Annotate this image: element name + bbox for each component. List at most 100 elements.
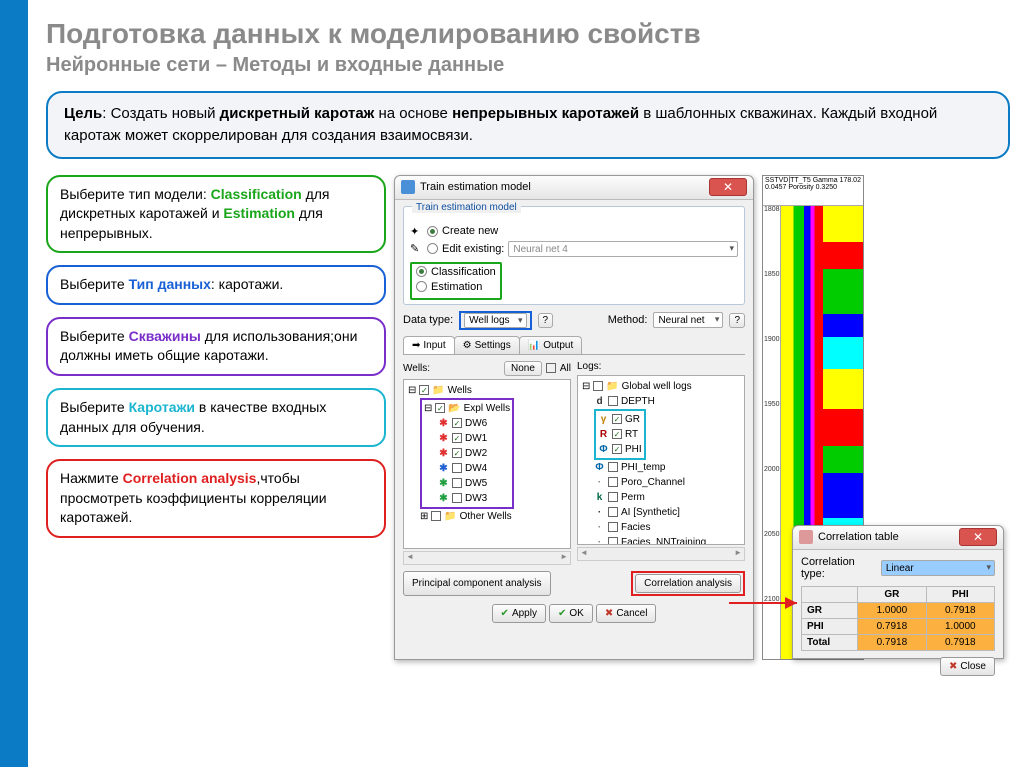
- radio-estimation[interactable]: [416, 281, 427, 292]
- fieldset-train: Train estimation model ✦ Create new ✎ Ed…: [403, 206, 745, 305]
- select-existing-model[interactable]: Neural net 4: [508, 241, 738, 257]
- btn-close[interactable]: ✖Close: [940, 657, 995, 676]
- radio-classification[interactable]: [416, 266, 427, 277]
- check-icon: ✔: [501, 608, 509, 619]
- kw-wells: Скважины: [129, 328, 201, 344]
- tree-root[interactable]: ⊟ 📁 Global well logs: [582, 379, 740, 394]
- chk-wells-all[interactable]: [546, 363, 556, 373]
- goal-label: Цель: [64, 105, 102, 122]
- titlebar[interactable]: Train estimation model ✕: [395, 176, 753, 200]
- kw-estimation: Estimation: [223, 205, 295, 221]
- star-icon: ✦: [410, 225, 423, 238]
- btn-apply[interactable]: ✔Apply: [492, 604, 546, 623]
- cross-icon: ✖: [605, 608, 613, 619]
- help-icon[interactable]: ?: [729, 313, 745, 328]
- fieldset-label: Train estimation model: [412, 202, 521, 213]
- select-corr-type[interactable]: Linear: [881, 560, 995, 576]
- tree-logs[interactable]: ⊟ 📁 Global well logsd DEPTHγ GRR RTΦ PHI…: [577, 375, 745, 545]
- goal-text: : Создать новый дискретный каротаж на ос…: [64, 105, 937, 144]
- tree-log[interactable]: R RT: [598, 427, 642, 442]
- select-data-type[interactable]: Well logs: [464, 313, 526, 328]
- radio-create-new[interactable]: [427, 226, 438, 237]
- tabs: ➡Input ⚙Settings 📊Output: [403, 336, 745, 355]
- label-logs: Logs:: [577, 361, 601, 372]
- titlebar[interactable]: Correlation table ✕: [793, 526, 1003, 550]
- tree-well[interactable]: ✱ DW5: [438, 476, 510, 491]
- label-edit-existing: Edit existing:: [442, 243, 504, 255]
- instruction-model-type: Выберите тип модели: Classification для …: [46, 175, 386, 254]
- instruction-wells: Выберите Скважины для использования;они …: [46, 317, 386, 376]
- row-create-new[interactable]: ✦ Create new: [410, 225, 738, 238]
- help-icon[interactable]: ?: [538, 313, 554, 328]
- txt: Выберите: [60, 399, 129, 415]
- tree-log[interactable]: Φ PHI_temp: [594, 460, 740, 475]
- tree-group[interactable]: ⊟ 📂 Expl Wells: [424, 401, 510, 416]
- tab-input[interactable]: ➡Input: [403, 336, 455, 354]
- scrollbar[interactable]: [577, 547, 745, 561]
- correlation-table: GRPHIGR1.00000.7918PHI0.79181.0000Total0…: [801, 586, 995, 651]
- txt: Нажмите: [60, 470, 123, 486]
- tree-well[interactable]: ✱ DW1: [438, 431, 510, 446]
- row-estimation[interactable]: Estimation: [416, 281, 496, 293]
- tree-group[interactable]: ⊞ 📁 Other Wells: [420, 509, 566, 524]
- goal-box: Цель: Создать новый дискретный каротаж н…: [46, 91, 1010, 159]
- tree-log[interactable]: · Poro_Channel: [594, 475, 740, 490]
- instruction-data-type: Выберите Тип данных: каротажи.: [46, 265, 386, 305]
- tab-output[interactable]: 📊Output: [519, 336, 582, 354]
- tree-well[interactable]: ✱ DW6: [438, 416, 510, 431]
- close-icon[interactable]: ✕: [709, 178, 747, 196]
- btn-correlation-analysis[interactable]: Correlation analysis: [635, 574, 741, 593]
- highlight-model-type: Classification Estimation: [410, 262, 502, 300]
- tree-root[interactable]: ⊟ 📁 Wells: [408, 383, 566, 398]
- radio-edit-existing[interactable]: [427, 243, 438, 254]
- depth-axis: 18081850190019502000205021002150: [763, 206, 781, 659]
- close-icon[interactable]: ✕: [959, 528, 997, 546]
- select-method[interactable]: Neural net: [653, 312, 723, 328]
- btn-ok[interactable]: ✔OK: [549, 604, 593, 623]
- tab-settings[interactable]: ⚙Settings: [454, 336, 520, 354]
- tree-log[interactable]: · Facies: [594, 520, 740, 535]
- label-create-new: Create new: [442, 225, 498, 237]
- pencil-icon: ✎: [410, 242, 423, 255]
- kw-classification: Classification: [211, 186, 302, 202]
- btn-cancel[interactable]: ✖Cancel: [596, 604, 657, 623]
- label-method: Method:: [608, 314, 648, 326]
- dialog-buttons: ✔Apply ✔OK ✖Cancel: [403, 604, 745, 623]
- tree-well[interactable]: ✱ DW4: [438, 461, 510, 476]
- btn-pca[interactable]: Principal component analysis: [403, 571, 551, 596]
- window-train-estimation: Train estimation model ✕ Train estimatio…: [394, 175, 754, 660]
- tree-log[interactable]: d DEPTH: [594, 394, 740, 409]
- highlight-correlation: Correlation analysis: [631, 571, 745, 596]
- row-data-method: Data type: Well logs ? Method: Neural ne…: [403, 311, 745, 330]
- instruction-logs: Выберите Каротажи в качестве входных дан…: [46, 388, 386, 447]
- tree-well[interactable]: ✱ DW3: [438, 491, 510, 506]
- scrollbar[interactable]: [403, 551, 571, 565]
- kw-data-type: Тип данных: [129, 276, 211, 292]
- tree-log[interactable]: k Perm: [594, 490, 740, 505]
- label-corr-type: Correlation type:: [801, 556, 877, 580]
- tree-log[interactable]: Φ PHI: [598, 442, 642, 457]
- label-estimation: Estimation: [431, 281, 482, 293]
- btn-wells-none[interactable]: None: [504, 361, 542, 376]
- gear-icon: ⚙: [463, 340, 472, 351]
- page-title: Подготовка данных к моделированию свойст…: [46, 18, 1010, 50]
- window-correlation-table: Correlation table ✕ Correlation type: Li…: [792, 525, 1004, 659]
- chart-icon: 📊: [528, 340, 540, 351]
- instruction-column: Выберите тип модели: Classification для …: [46, 175, 386, 539]
- tree-wells[interactable]: ⊟ 📁 Wells⊟ 📂 Expl Wells✱ DW6✱ DW1✱ DW2✱ …: [403, 379, 571, 549]
- kw-logs: Каротажи: [129, 399, 195, 415]
- tree-log[interactable]: γ GR: [598, 412, 642, 427]
- logs-header: SSTVD|TT_T5 Gamma 178.02 0.0457 Porosity…: [763, 176, 863, 206]
- window-title: Train estimation model: [420, 181, 531, 193]
- label-wells: Wells:: [403, 363, 430, 374]
- tree-well[interactable]: ✱ DW2: [438, 446, 510, 461]
- row-classification[interactable]: Classification: [416, 266, 496, 278]
- row-edit-existing[interactable]: ✎ Edit existing: Neural net 4: [410, 241, 738, 257]
- check-icon: ✔: [558, 608, 566, 619]
- label-classification: Classification: [431, 266, 496, 278]
- tree-log[interactable]: · AI [Synthetic]: [594, 505, 740, 520]
- txt: Выберите тип модели:: [60, 186, 211, 202]
- tree-log[interactable]: · Facies_NNTraining: [594, 535, 740, 545]
- app-icon: [401, 180, 415, 194]
- pane-logs: Logs: ⊟ 📁 Global well logsd DEPTH γ GRR R…: [577, 361, 745, 565]
